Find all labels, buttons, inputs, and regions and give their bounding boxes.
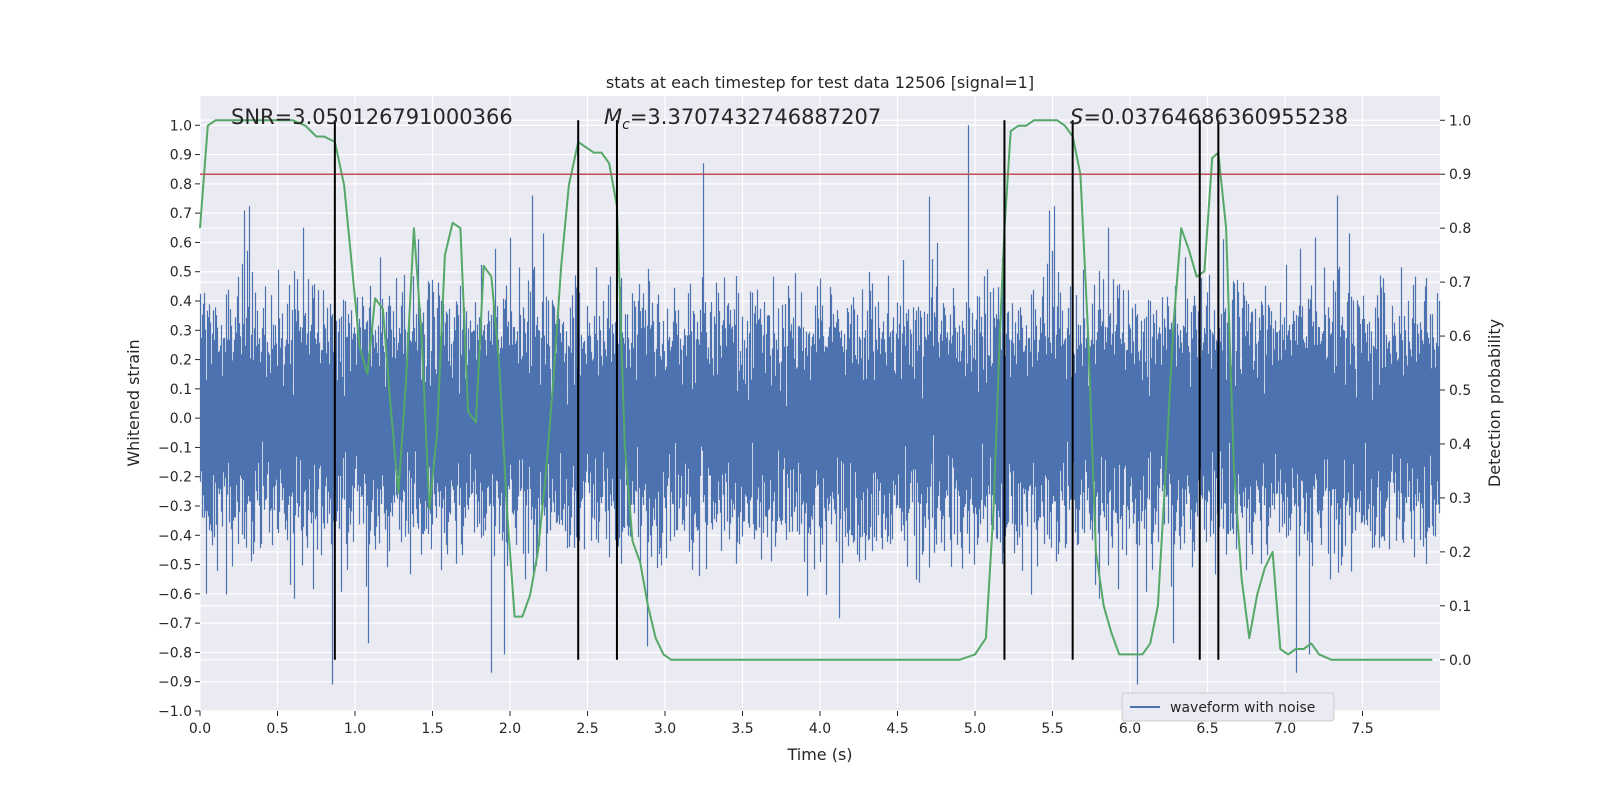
legend-label: waveform with noise [1170, 700, 1315, 716]
y-tick-label: 0.3 [170, 323, 192, 339]
s-symbol: S [1070, 105, 1083, 129]
y-tick-label: 0.0 [170, 411, 192, 427]
y-tick-label: 0.5 [170, 265, 192, 281]
mc-value: =3.3707432746887207 [630, 105, 881, 129]
y2-tick-label: 0.3 [1449, 491, 1471, 507]
x-tick-label: 6.5 [1196, 721, 1218, 737]
x-tick-label: 6.0 [1119, 721, 1141, 737]
x-tick-label: 5.0 [964, 721, 986, 737]
y2-tick-label: 0.6 [1449, 329, 1471, 345]
mc-symbol: M [604, 105, 622, 129]
y2-tick-label: 0.0 [1449, 653, 1471, 669]
y2-tick-label: 0.8 [1449, 221, 1471, 237]
mc-subscript: c [622, 117, 630, 133]
x-tick-label: 1.0 [344, 721, 366, 737]
y-tick-label: 0.7 [170, 206, 192, 222]
x-tick-label: 3.5 [731, 721, 753, 737]
x-tick-label: 7.5 [1351, 721, 1373, 737]
x-tick-label: 2.0 [499, 721, 521, 737]
y-tick-label: −0.7 [158, 616, 192, 632]
waveform-series [199, 125, 1441, 685]
x-tick-label: 3.0 [654, 721, 676, 737]
x-tick-label: 0.0 [189, 721, 211, 737]
y2-tick-label: 0.2 [1449, 545, 1471, 561]
y2-tick-label: 0.5 [1449, 383, 1471, 399]
legend: waveform with noise [1121, 692, 1335, 722]
y-tick-label: 0.8 [170, 177, 192, 193]
y-tick-label: −0.4 [158, 528, 192, 544]
x-tick-label: 2.5 [576, 721, 598, 737]
y-tick-label: −0.3 [158, 499, 192, 515]
x-tick-label: 4.5 [886, 721, 908, 737]
x-tick-label: 5.5 [1041, 721, 1063, 737]
y2-tick-label: 0.4 [1449, 437, 1471, 453]
y-tick-label: −0.8 [158, 645, 192, 661]
y-tick-label: −0.2 [158, 470, 192, 486]
y2-tick-label: 1.0 [1449, 113, 1471, 129]
overlay-lines [200, 120, 1440, 660]
x-tick-label: 1.5 [421, 721, 443, 737]
legend-box [1121, 692, 1335, 722]
mc-annotation: Mc=3.3707432746887207 [604, 105, 881, 133]
y-tick-label: −0.6 [158, 587, 192, 603]
y-tick-label: 0.4 [170, 294, 192, 310]
x-tick-label: 4.0 [809, 721, 831, 737]
y-axis-label: Whitened strain [124, 339, 143, 466]
y-tick-label: −0.9 [158, 675, 192, 691]
y-tick-label: −0.1 [158, 440, 192, 456]
y-tick-label: 0.9 [170, 148, 192, 164]
s-value: =0.03764686360955238 [1083, 105, 1348, 129]
tick-labels: 0.0 0.5 1.0 1.5 2.0 2.5 3.0 3.5 4.0 4.5 5.0 5.5 6.0 6… [158, 113, 1471, 737]
y-tick-label: −1.0 [158, 704, 192, 720]
y-tick-label: 0.1 [170, 382, 192, 398]
y-tick-label: 0.2 [170, 353, 192, 369]
y2-tick-label: 0.7 [1449, 275, 1471, 291]
x-axis-label: Time (s) [786, 745, 852, 764]
x-tick-label: 0.5 [266, 721, 288, 737]
chart-title: stats at each timestep for test data 125… [606, 73, 1034, 92]
y-tick-label: 0.6 [170, 235, 192, 251]
y-tick-label: −0.5 [158, 558, 192, 574]
waveform-line [199, 125, 1441, 685]
y2-axis-label: Detection probability [1485, 319, 1504, 487]
y2-tick-label: 0.9 [1449, 167, 1471, 183]
s-annotation: S=0.03764686360955238 [1070, 105, 1348, 129]
snr-annotation: SNR=3.050126791000366 [231, 105, 513, 129]
y2-tick-label: 0.1 [1449, 599, 1471, 615]
y-tick-label: 1.0 [170, 118, 192, 134]
x-tick-label: 7.0 [1274, 721, 1296, 737]
